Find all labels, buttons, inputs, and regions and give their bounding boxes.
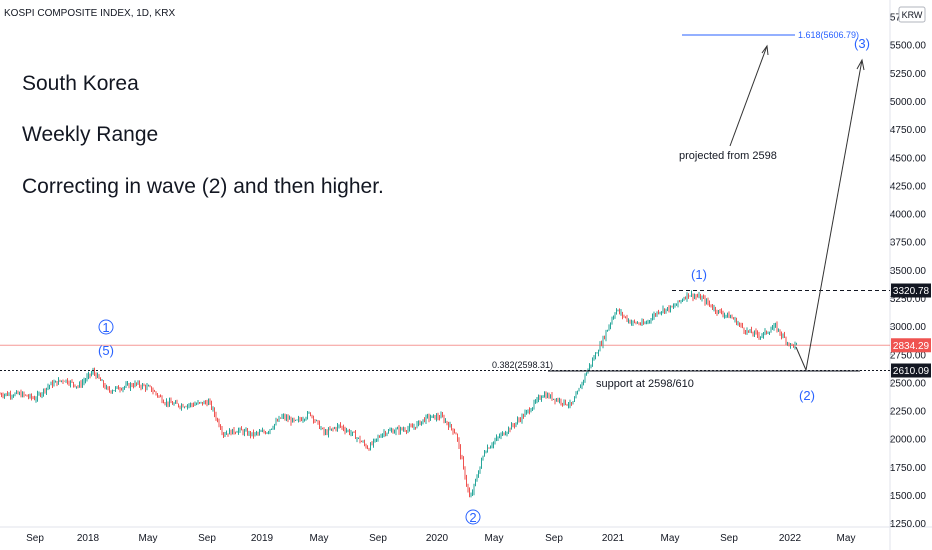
- y-tick-label: 2000.00: [890, 435, 927, 446]
- x-tick-label: 2022: [779, 533, 802, 544]
- currency-badge[interactable]: KRW: [898, 6, 926, 23]
- y-tick-label: 3500.00: [890, 266, 927, 277]
- y-tick-label: 2250.00: [890, 407, 927, 418]
- price-tag-label: 2610.09: [893, 366, 930, 377]
- x-tick-label: May: [485, 533, 504, 544]
- price-series: [0, 290, 797, 498]
- x-tick-label: 2020: [426, 533, 449, 544]
- y-tick-label: 3750.00: [890, 238, 927, 249]
- x-tick-label: May: [139, 533, 158, 544]
- wave-label-5: (5): [98, 343, 114, 358]
- y-tick-label: 1500.00: [890, 491, 927, 502]
- x-tick-label: Sep: [369, 533, 387, 544]
- y-tick-label: 1750.00: [890, 463, 927, 474]
- chart-title: KOSPI COMPOSITE INDEX, 1D, KRX: [4, 8, 175, 19]
- fib-retracement-label: 0.382(2598.31): [492, 360, 553, 370]
- wave-3-projection-arrow: [805, 59, 863, 371]
- annotation-outlook: Correcting in wave (2) and then higher.: [22, 175, 384, 198]
- annotation-timeframe: Weekly Range: [22, 123, 158, 146]
- wave-path-drawing: [729, 44, 865, 371]
- y-tick-label: 4500.00: [890, 153, 927, 164]
- x-tick-label: 2019: [251, 533, 274, 544]
- wave-3-arrowhead: [856, 58, 865, 71]
- wave-label-1: (1): [691, 267, 707, 282]
- x-tick-label: Sep: [198, 533, 216, 544]
- projection-arrow: [729, 45, 768, 147]
- fib-extension-label: 1.618(5606.79): [798, 30, 859, 40]
- x-tick-label: Sep: [720, 533, 738, 544]
- y-tick-label: 3000.00: [890, 322, 927, 333]
- y-tick-label: 4750.00: [890, 125, 927, 136]
- y-tick-label: 5250.00: [890, 69, 927, 80]
- y-tick-label: 4250.00: [890, 181, 927, 192]
- annotation-projection: projected from 2598: [679, 150, 777, 162]
- price-tag: [891, 363, 931, 378]
- y-tick-label: 2500.00: [890, 378, 927, 389]
- projection-arrowhead: [761, 44, 769, 56]
- wave-labels: 1 (5) 2 (1) (2) (3): [98, 36, 870, 525]
- wave-label-circled-1: 1: [102, 320, 109, 335]
- annotation-support: support at 2598/610: [596, 378, 694, 390]
- price-tags: 3320.78 2834.29 2610.09: [891, 283, 931, 378]
- currency-label: KRW: [902, 10, 923, 20]
- y-tick-label: 4000.00: [890, 210, 927, 221]
- price-tag: [891, 338, 931, 353]
- wave-2-decline-line: [795, 346, 807, 371]
- y-tick-label: 3250.00: [890, 294, 927, 305]
- price-tag-label: 3320.78: [893, 286, 930, 297]
- y-tick-label: 5000.00: [890, 97, 927, 108]
- x-tick-label: May: [310, 533, 329, 544]
- annotation-country: South Korea: [22, 72, 139, 95]
- x-tick-label: 2018: [77, 533, 100, 544]
- wave-label-2: (2): [799, 388, 815, 403]
- y-tick-label: 2750.00: [890, 350, 927, 361]
- x-tick-label: Sep: [26, 533, 44, 544]
- x-tick-label: 2021: [602, 533, 625, 544]
- x-tick-label: May: [661, 533, 680, 544]
- price-tag-label: 2834.29: [893, 341, 930, 352]
- time-axis[interactable]: Sep 2018 May Sep 2019 May Sep 2020 May Sep 2021 May…: [26, 533, 855, 544]
- price-tag: [891, 283, 931, 298]
- wave-label-circled-2: 2: [469, 510, 476, 525]
- y-tick-label: 5500.00: [890, 41, 927, 52]
- x-tick-label: Sep: [545, 533, 563, 544]
- x-tick-label: May: [837, 533, 856, 544]
- wave-label-3: (3): [854, 36, 870, 51]
- y-tick-label: 1250.00: [890, 519, 927, 530]
